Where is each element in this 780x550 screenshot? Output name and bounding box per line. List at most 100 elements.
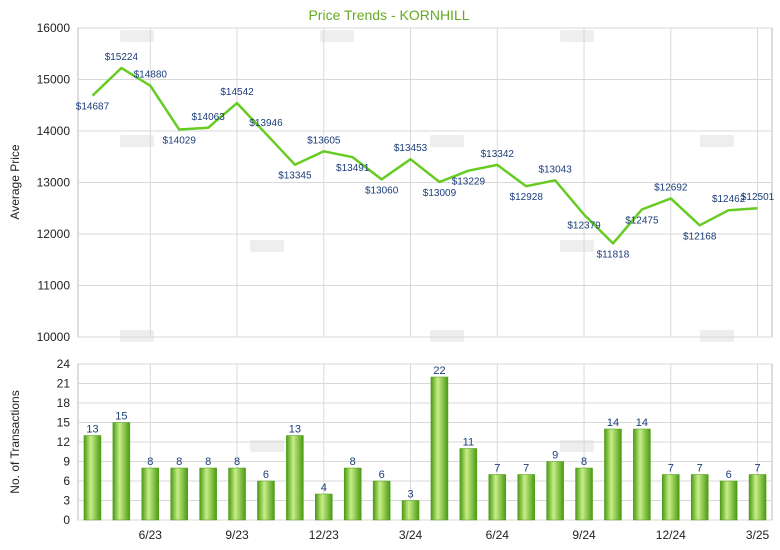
x-tick-label: 12/24 bbox=[656, 528, 686, 542]
price-data-label: $13453 bbox=[394, 143, 428, 154]
watermark-mark bbox=[560, 30, 594, 42]
price-y-tick-label: 10000 bbox=[37, 330, 71, 344]
watermark bbox=[120, 30, 734, 452]
chart-title: Price Trends - KORNHILL bbox=[308, 7, 469, 23]
transaction-bar bbox=[343, 467, 362, 521]
watermark-mark bbox=[320, 30, 354, 42]
transaction-bar-label: 7 bbox=[754, 463, 760, 475]
transaction-bar bbox=[228, 467, 246, 521]
watermark-mark bbox=[120, 30, 154, 42]
transactions-y-axis-label: No. of Transactions bbox=[8, 390, 22, 493]
transaction-bar bbox=[83, 435, 102, 521]
transaction-bar-label: 15 bbox=[115, 411, 127, 423]
price-data-label: $12462 bbox=[712, 194, 746, 205]
price-data-label: $13491 bbox=[336, 163, 370, 174]
transaction-bar bbox=[575, 467, 593, 521]
transaction-bar bbox=[459, 448, 478, 521]
transaction-bar bbox=[170, 467, 188, 521]
price-data-label: $11818 bbox=[597, 249, 630, 260]
transaction-bar-label: 8 bbox=[205, 456, 211, 468]
transaction-bar-label: 7 bbox=[668, 463, 674, 475]
transaction-bar bbox=[488, 474, 507, 521]
price-y-axis-label: Average Price bbox=[8, 144, 22, 219]
watermark-mark bbox=[430, 330, 464, 342]
x-tick-label: 9/24 bbox=[572, 528, 596, 542]
watermark-mark bbox=[120, 330, 154, 342]
transactions-chart-y-ticks: 0 3 6 9 12 15 18 21 24 bbox=[57, 357, 71, 527]
price-data-label: $13060 bbox=[365, 185, 399, 196]
price-line-chart: 10000 11000 12000 13000 14000 15000 16000 $146… bbox=[37, 21, 775, 344]
transaction-bar-label: 8 bbox=[350, 456, 356, 468]
watermark-mark bbox=[430, 135, 464, 147]
price-y-tick-label: 12000 bbox=[37, 227, 71, 241]
price-y-tick-label: 13000 bbox=[37, 176, 71, 190]
x-tick-label: 9/23 bbox=[225, 528, 249, 542]
transaction-bar bbox=[633, 428, 651, 521]
transaction-bar bbox=[604, 428, 622, 521]
price-data-label: $13229 bbox=[452, 177, 486, 188]
transactions-chart-grid bbox=[78, 363, 772, 521]
transactions-y-tick-label: 3 bbox=[63, 494, 70, 508]
transaction-bar bbox=[662, 474, 680, 521]
transaction-bar bbox=[401, 500, 420, 521]
transaction-bar-label: 13 bbox=[86, 424, 98, 436]
transaction-bar-label: 7 bbox=[523, 463, 529, 475]
price-data-label: $13946 bbox=[249, 118, 283, 129]
transactions-y-tick-label: 24 bbox=[57, 357, 71, 371]
transaction-bar-label: 7 bbox=[697, 463, 703, 475]
watermark-mark bbox=[120, 135, 154, 147]
transactions-y-tick-label: 18 bbox=[57, 396, 71, 410]
price-y-tick-label: 15000 bbox=[37, 73, 71, 87]
transaction-bar-label: 6 bbox=[379, 469, 385, 481]
transactions-y-tick-label: 12 bbox=[57, 435, 71, 449]
x-tick-label: 12/23 bbox=[309, 528, 339, 542]
transaction-bar bbox=[517, 474, 535, 521]
price-data-labels: $14687 $15224 $14880 $14029 $14063 $14542 $139… bbox=[76, 52, 775, 260]
price-data-label: $12928 bbox=[510, 192, 544, 203]
price-data-label: $13345 bbox=[278, 171, 312, 182]
price-data-label: $12501 bbox=[741, 192, 775, 203]
transactions-y-tick-label: 0 bbox=[63, 513, 70, 527]
price-series-line bbox=[91, 66, 758, 245]
price-data-label: $13009 bbox=[423, 188, 457, 199]
price-data-label: $15224 bbox=[105, 52, 139, 63]
transaction-bar-label: 3 bbox=[407, 489, 413, 501]
transaction-bar-label: 22 bbox=[433, 365, 445, 377]
transactions-y-tick-label: 15 bbox=[57, 416, 71, 430]
watermark-mark bbox=[700, 135, 734, 147]
transaction-bar bbox=[199, 467, 217, 521]
watermark-mark bbox=[700, 330, 734, 342]
price-data-label: $14687 bbox=[76, 102, 110, 113]
x-tick-label: 3/25 bbox=[746, 528, 770, 542]
transaction-bar bbox=[141, 467, 160, 521]
price-y-tick-label: 16000 bbox=[37, 21, 71, 35]
transaction-bar bbox=[719, 480, 738, 521]
price-data-label: $12379 bbox=[567, 220, 601, 231]
transaction-bar bbox=[286, 435, 304, 521]
transaction-bar bbox=[690, 474, 709, 521]
transaction-bar-label: 9 bbox=[552, 450, 558, 462]
transaction-bar bbox=[257, 480, 275, 521]
watermark-mark bbox=[560, 440, 594, 452]
x-axis-ticks: 6/23 9/23 12/23 3/24 6/24 9/24 12/24 3/25 bbox=[139, 528, 770, 542]
price-data-label: $12168 bbox=[683, 231, 717, 242]
transactions-y-tick-label: 21 bbox=[57, 377, 71, 391]
transaction-bar bbox=[372, 480, 391, 521]
transaction-bar-label: 4 bbox=[321, 482, 327, 494]
transaction-bar-label: 11 bbox=[463, 437, 474, 449]
price-chart-y-ticks: 10000 11000 12000 13000 14000 15000 16000 bbox=[37, 21, 71, 344]
x-tick-label: 6/24 bbox=[486, 528, 510, 542]
transactions-y-tick-label: 9 bbox=[63, 455, 70, 469]
price-data-label: $12692 bbox=[654, 182, 688, 193]
transaction-bar-label: 6 bbox=[263, 469, 269, 481]
transaction-bar bbox=[315, 493, 333, 521]
price-y-tick-label: 11000 bbox=[38, 279, 71, 293]
transaction-bar-labels: 13 15 8 8 8 8 6 13 4 8 6 3 22 11 7 7 9 8 14 14 7 7 6 7 bbox=[86, 365, 760, 501]
price-y-tick-label: 14000 bbox=[37, 124, 71, 138]
watermark-mark bbox=[250, 440, 284, 452]
price-data-label: $14880 bbox=[134, 70, 168, 81]
transaction-bar-label: 14 bbox=[607, 417, 619, 429]
transaction-bar bbox=[430, 376, 449, 521]
transactions-bar-chart: 0 3 6 9 12 15 18 21 24 13 15 8 8 8 8 6 13 4 8 6 3 22 11 7 7 9 8 14… bbox=[57, 357, 773, 542]
transaction-bar-label: 8 bbox=[147, 456, 153, 468]
